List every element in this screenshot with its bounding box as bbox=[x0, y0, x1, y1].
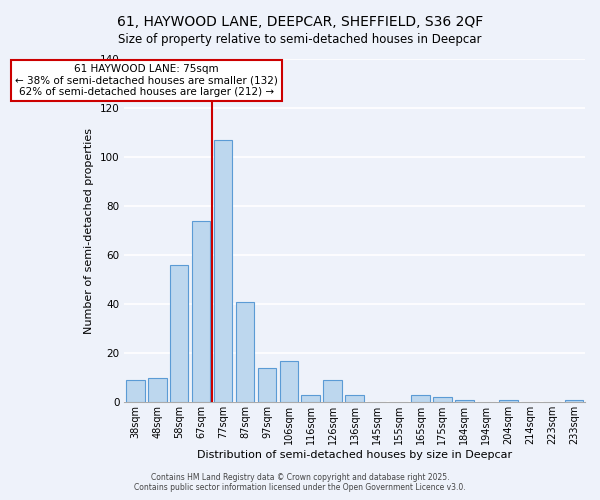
Y-axis label: Number of semi-detached properties: Number of semi-detached properties bbox=[84, 128, 94, 334]
Bar bbox=[192, 221, 211, 402]
Bar bbox=[236, 302, 254, 402]
Bar bbox=[170, 265, 188, 402]
Text: 61 HAYWOOD LANE: 75sqm
← 38% of semi-detached houses are smaller (132)
62% of se: 61 HAYWOOD LANE: 75sqm ← 38% of semi-det… bbox=[15, 64, 278, 97]
Bar bbox=[257, 368, 276, 402]
Text: 61, HAYWOOD LANE, DEEPCAR, SHEFFIELD, S36 2QF: 61, HAYWOOD LANE, DEEPCAR, SHEFFIELD, S3… bbox=[117, 15, 483, 29]
X-axis label: Distribution of semi-detached houses by size in Deepcar: Distribution of semi-detached houses by … bbox=[197, 450, 512, 460]
Text: Contains HM Land Registry data © Crown copyright and database right 2025.
Contai: Contains HM Land Registry data © Crown c… bbox=[134, 473, 466, 492]
Bar bbox=[301, 395, 320, 402]
Bar bbox=[433, 398, 452, 402]
Bar bbox=[565, 400, 583, 402]
Text: Size of property relative to semi-detached houses in Deepcar: Size of property relative to semi-detach… bbox=[118, 32, 482, 46]
Bar bbox=[214, 140, 232, 402]
Bar bbox=[499, 400, 518, 402]
Bar bbox=[126, 380, 145, 402]
Bar bbox=[148, 378, 167, 402]
Bar bbox=[280, 360, 298, 403]
Bar bbox=[411, 395, 430, 402]
Bar bbox=[323, 380, 342, 402]
Bar bbox=[455, 400, 473, 402]
Bar bbox=[346, 395, 364, 402]
